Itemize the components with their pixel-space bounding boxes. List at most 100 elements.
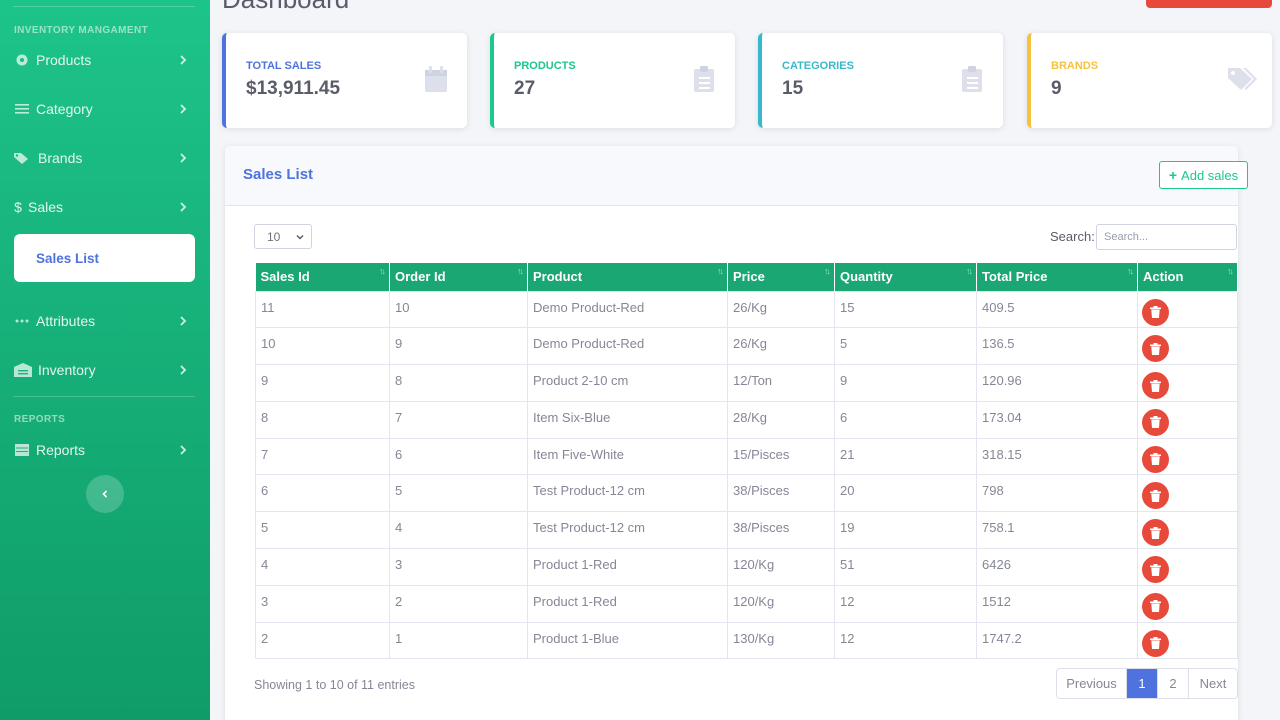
table-cell: 51 bbox=[834, 548, 977, 586]
table-cell: Item Six-Blue bbox=[527, 400, 728, 439]
delete-button[interactable] bbox=[1142, 629, 1169, 657]
table-cell: 20 bbox=[834, 474, 977, 513]
table-cell: 8 bbox=[255, 400, 390, 439]
table-row: 10 9 Demo Product-Red 26/Kg 5 136.5 bbox=[255, 327, 1238, 366]
table-cell: 19 bbox=[834, 511, 977, 550]
pagination-page-2[interactable]: 2 bbox=[1158, 669, 1189, 698]
sidebar-item-category[interactable]: Category bbox=[0, 94, 210, 124]
delete-button[interactable] bbox=[1142, 335, 1169, 363]
table-cell: 758.1 bbox=[976, 511, 1138, 550]
sidebar-item-reports[interactable]: Reports bbox=[0, 435, 210, 465]
trash-icon bbox=[1150, 563, 1161, 576]
table-cell-action bbox=[1137, 437, 1238, 476]
trash-icon bbox=[1150, 637, 1161, 650]
sidebar: INVENTORY MANGAMENT Products Category Br… bbox=[0, 0, 210, 720]
column-header[interactable]: Total Price ↑↓ bbox=[976, 263, 1138, 291]
delete-button[interactable] bbox=[1142, 408, 1169, 436]
sidebar-item-sales-list[interactable]: Sales List bbox=[14, 234, 195, 282]
table-cell: 1747.2 bbox=[976, 621, 1138, 660]
top-action-button[interactable] bbox=[1146, 0, 1272, 8]
delete-button[interactable] bbox=[1142, 482, 1169, 510]
sidebar-item-label: Brands bbox=[38, 150, 83, 166]
sidebar-item-sales[interactable]: $ Sales bbox=[0, 192, 210, 222]
table-cell: 2 bbox=[255, 621, 390, 660]
table-cell: 3 bbox=[389, 548, 528, 586]
search-input[interactable] bbox=[1096, 224, 1237, 250]
delete-button[interactable] bbox=[1142, 519, 1169, 547]
sidebar-toggle-button[interactable] bbox=[86, 475, 124, 513]
table-cell: 173.04 bbox=[976, 400, 1138, 439]
card-value: 15 bbox=[782, 78, 804, 99]
chevron-right-icon bbox=[180, 445, 187, 455]
sidebar-item-brands[interactable]: Brands bbox=[0, 143, 210, 173]
table-row: 6 5 Test Product-12 cm 38/Pisces 20 798 bbox=[255, 474, 1238, 513]
sidebar-item-label: Attributes bbox=[36, 313, 96, 329]
card-label: CATEGORIES bbox=[782, 60, 854, 72]
add-sales-button[interactable]: + Add sales bbox=[1159, 161, 1248, 189]
table-cell-action bbox=[1137, 400, 1238, 439]
table-cell: 3 bbox=[255, 584, 390, 623]
chevron-down-icon bbox=[296, 234, 304, 240]
column-header-label: Order Id bbox=[395, 269, 446, 285]
table-cell: 2 bbox=[389, 584, 528, 623]
delete-button[interactable] bbox=[1142, 298, 1169, 326]
pagination-previous[interactable]: Previous bbox=[1057, 669, 1127, 698]
sidebar-item-label: Category bbox=[36, 101, 93, 117]
sidebar-item-label: Inventory bbox=[38, 362, 96, 378]
trash-icon bbox=[1150, 379, 1161, 392]
table-cell: 38/Pisces bbox=[727, 474, 835, 513]
table-cell: Test Product-12 cm bbox=[527, 474, 728, 513]
column-header[interactable]: Order Id ↑↓ bbox=[389, 263, 528, 291]
trash-icon bbox=[1150, 526, 1161, 539]
column-header[interactable]: Action ↑↓ bbox=[1137, 263, 1238, 291]
stat-card-products: PRODUCTS 27 bbox=[490, 33, 735, 128]
table-cell-action bbox=[1137, 474, 1238, 513]
card-value: $13,911.45 bbox=[246, 78, 341, 99]
sidebar-divider bbox=[13, 396, 195, 397]
table-cell: Demo Product-Red bbox=[527, 290, 728, 329]
stat-card-brands: BRANDS 9 bbox=[1027, 33, 1272, 128]
column-header[interactable]: Sales Id ↑↓ bbox=[255, 263, 390, 291]
sidebar-item-label: Sales List bbox=[36, 250, 100, 266]
sidebar-item-products[interactable]: Products bbox=[0, 45, 210, 75]
trash-icon bbox=[1150, 416, 1161, 429]
column-header-label: Sales Id bbox=[260, 269, 310, 285]
card-value: 9 bbox=[1051, 78, 1062, 99]
tags-icon bbox=[1228, 68, 1257, 90]
pagination-next[interactable]: Next bbox=[1199, 676, 1227, 691]
table-cell: 9 bbox=[389, 327, 528, 366]
table-cell: 28/Kg bbox=[727, 400, 835, 439]
pagination-page-1[interactable]: 1 bbox=[1127, 669, 1158, 698]
entries-length-select[interactable]: 10 bbox=[254, 224, 312, 249]
clipboard-icon bbox=[962, 66, 982, 92]
sort-icon: ↑↓ bbox=[379, 266, 386, 276]
sort-icon: ↑↓ bbox=[1227, 266, 1234, 276]
column-header[interactable]: Product ↑↓ bbox=[527, 263, 728, 291]
column-header[interactable]: Quantity ↑↓ bbox=[834, 263, 977, 291]
table-cell: 4 bbox=[255, 548, 390, 586]
sidebar-heading-reports: REPORTS bbox=[14, 414, 66, 425]
table-cell: 21 bbox=[834, 437, 977, 476]
trash-icon bbox=[1150, 342, 1161, 355]
table-cell: 409.5 bbox=[976, 290, 1138, 329]
delete-button[interactable] bbox=[1142, 592, 1169, 620]
warehouse-icon bbox=[14, 363, 32, 377]
delete-button[interactable] bbox=[1142, 372, 1169, 400]
delete-button[interactable] bbox=[1142, 445, 1169, 473]
table-row: 4 3 Product 1-Red 120/Kg 51 6426 bbox=[255, 548, 1238, 586]
table-cell: 130/Kg bbox=[727, 621, 835, 660]
page-title: Dashboard bbox=[222, 0, 349, 15]
table-cell-action bbox=[1137, 548, 1238, 586]
delete-button[interactable] bbox=[1142, 556, 1169, 584]
table-cell: 9 bbox=[834, 364, 977, 402]
sidebar-item-attributes[interactable]: Attributes bbox=[0, 306, 210, 336]
table-cell: 26/Kg bbox=[727, 327, 835, 366]
chevron-left-icon bbox=[102, 490, 108, 498]
sidebar-item-inventory[interactable]: Inventory bbox=[0, 355, 210, 385]
sidebar-heading-inventory: INVENTORY MANGAMENT bbox=[14, 25, 149, 36]
table-cell: 120/Kg bbox=[727, 548, 835, 586]
sidebar-divider bbox=[13, 6, 195, 7]
table-row: 2 1 Product 1-Blue 130/Kg 12 1747.2 bbox=[255, 621, 1238, 660]
table-cell: 5 bbox=[389, 474, 528, 513]
column-header[interactable]: Price ↑↓ bbox=[727, 263, 835, 291]
